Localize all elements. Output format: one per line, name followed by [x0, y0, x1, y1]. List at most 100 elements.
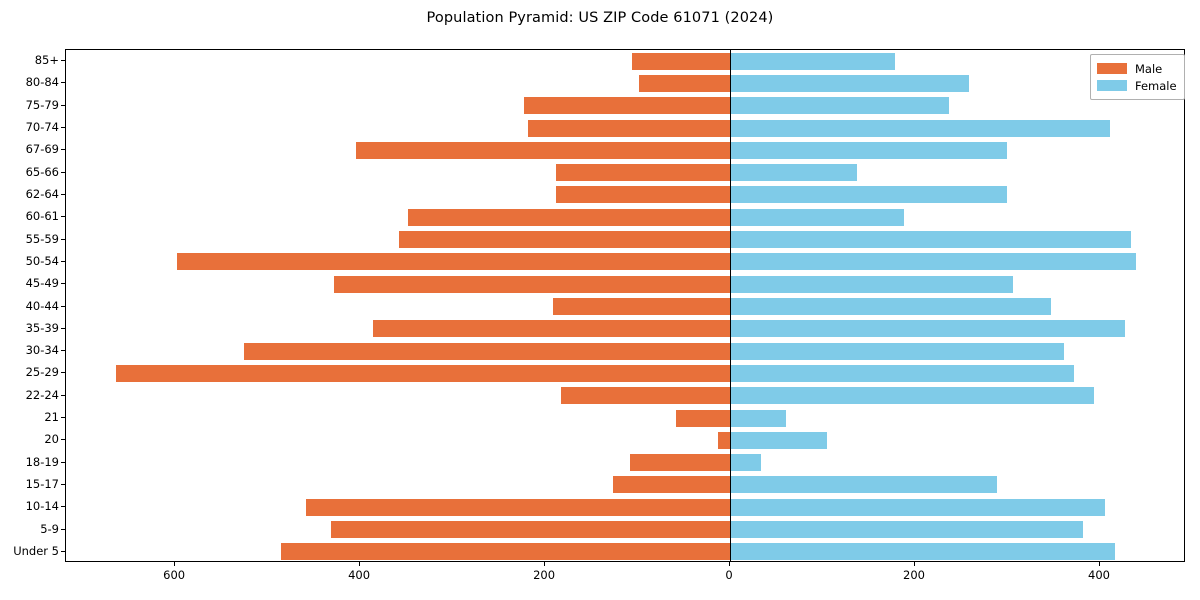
- bar-female: [730, 253, 1137, 271]
- bar-male: [553, 298, 731, 315]
- y-axis-tick-label: 5-9: [40, 521, 59, 536]
- y-axis-tick-label: Under 5: [13, 543, 59, 558]
- bar-female: [730, 476, 998, 494]
- x-axis-tick-mark: [729, 562, 731, 566]
- y-axis-tick-mark: [61, 506, 65, 508]
- bar-female: [730, 275, 1014, 293]
- y-axis-tick-label: 80-84: [25, 75, 59, 90]
- y-axis-tick-label: 65-66: [25, 164, 59, 179]
- legend-color-swatch: [1097, 63, 1127, 74]
- y-axis-tick-label: 10-14: [25, 499, 59, 514]
- bar-female: [730, 543, 1115, 561]
- bar-male: [632, 52, 731, 70]
- y-axis-tick-mark: [61, 528, 65, 530]
- y-axis-tick-label: 22-24: [25, 387, 59, 402]
- bar-female: [730, 431, 828, 449]
- x-axis-tick-label: 600: [163, 568, 186, 582]
- x-axis-tick-label: 400: [348, 568, 371, 582]
- y-axis-tick-label: 45-49: [25, 276, 59, 291]
- bar-female: [730, 141, 1007, 159]
- y-axis-tick-mark: [61, 127, 65, 129]
- bar-male: [556, 186, 731, 204]
- bar-male: [373, 320, 731, 338]
- bars-layer: [66, 50, 1184, 561]
- y-axis-tick-label: 40-44: [25, 298, 59, 313]
- bar-male: [639, 74, 731, 92]
- bar-male: [281, 543, 731, 561]
- bar-female: [730, 231, 1132, 249]
- zero-axis-line: [730, 50, 732, 561]
- y-axis-tick-mark: [61, 461, 65, 463]
- y-axis-tick-mark: [61, 417, 65, 419]
- bar-female: [730, 74, 969, 92]
- y-axis-tick-mark: [61, 483, 65, 485]
- y-axis-tick-mark: [61, 372, 65, 374]
- y-axis-tick-mark: [61, 238, 65, 240]
- y-axis-tick-mark: [61, 260, 65, 262]
- chart-title: Population Pyramid: US ZIP Code 61071 (2…: [426, 10, 774, 26]
- y-axis-tick-label: 70-74: [25, 120, 59, 135]
- y-axis-tick-label: 25-29: [25, 365, 59, 380]
- bar-male: [560, 387, 731, 405]
- bar-female: [730, 97, 950, 115]
- y-axis-tick-mark: [61, 394, 65, 396]
- y-axis-tick-label: 18-19: [25, 454, 59, 469]
- bar-female: [730, 186, 1007, 204]
- y-axis-tick-mark: [61, 283, 65, 285]
- bar-female: [730, 454, 762, 472]
- x-axis-tick-mark: [359, 562, 361, 566]
- y-axis-tick-mark: [61, 439, 65, 441]
- y-axis-tick-mark: [61, 104, 65, 106]
- bar-female: [730, 164, 857, 182]
- bar-male: [676, 409, 731, 427]
- bar-female: [730, 364, 1075, 382]
- y-axis-tick-label: 20: [44, 432, 59, 447]
- x-axis-tick-label: 0: [725, 568, 733, 582]
- y-axis-tick-mark: [61, 171, 65, 173]
- bar-male: [527, 119, 731, 137]
- bar-male: [330, 521, 731, 539]
- x-axis-tick-label: 200: [903, 568, 925, 582]
- bar-female: [730, 298, 1051, 315]
- x-axis-tick-mark: [544, 562, 546, 566]
- y-axis-tick-mark: [61, 193, 65, 195]
- bar-male: [556, 164, 731, 182]
- bar-male: [398, 231, 731, 249]
- bar-female: [730, 409, 786, 427]
- bar-male: [408, 208, 731, 226]
- bar-male: [115, 364, 731, 382]
- x-axis-tick-mark: [174, 562, 176, 566]
- bar-male: [612, 476, 731, 494]
- x-axis-tick-mark: [914, 562, 916, 566]
- legend-item[interactable]: Male: [1097, 60, 1177, 77]
- bar-female: [730, 119, 1111, 137]
- y-axis-tick-label: 21: [44, 410, 59, 425]
- plot-area: [65, 49, 1185, 562]
- bar-male: [718, 431, 731, 449]
- y-axis-tick-label: 85+: [34, 53, 59, 68]
- bar-male: [630, 454, 731, 472]
- bar-male: [334, 275, 731, 293]
- bar-female: [730, 387, 1095, 405]
- bar-female: [730, 498, 1105, 516]
- x-axis-tick-label: 400: [1088, 568, 1110, 582]
- y-axis-tick-label: 62-64: [25, 186, 59, 201]
- x-axis-tick-label: 200: [533, 568, 556, 582]
- y-axis-tick-label: 35-39: [25, 320, 59, 335]
- y-axis-tick-mark: [61, 82, 65, 84]
- bar-female: [730, 342, 1064, 360]
- legend-item-label: Female: [1135, 78, 1177, 93]
- chart-legend[interactable]: Male Female: [1090, 54, 1185, 100]
- y-axis-tick-label: 15-17: [25, 476, 59, 491]
- x-axis-tick-mark: [1098, 562, 1100, 566]
- legend-item[interactable]: Female: [1097, 77, 1177, 94]
- bar-male: [305, 498, 731, 516]
- bar-male: [244, 342, 731, 360]
- bar-female: [730, 52, 895, 70]
- y-axis-tick-label: 55-59: [25, 231, 59, 246]
- y-axis-tick-mark: [61, 149, 65, 151]
- bar-male: [176, 253, 731, 271]
- bar-male: [523, 97, 731, 115]
- y-axis-tick-mark: [61, 327, 65, 329]
